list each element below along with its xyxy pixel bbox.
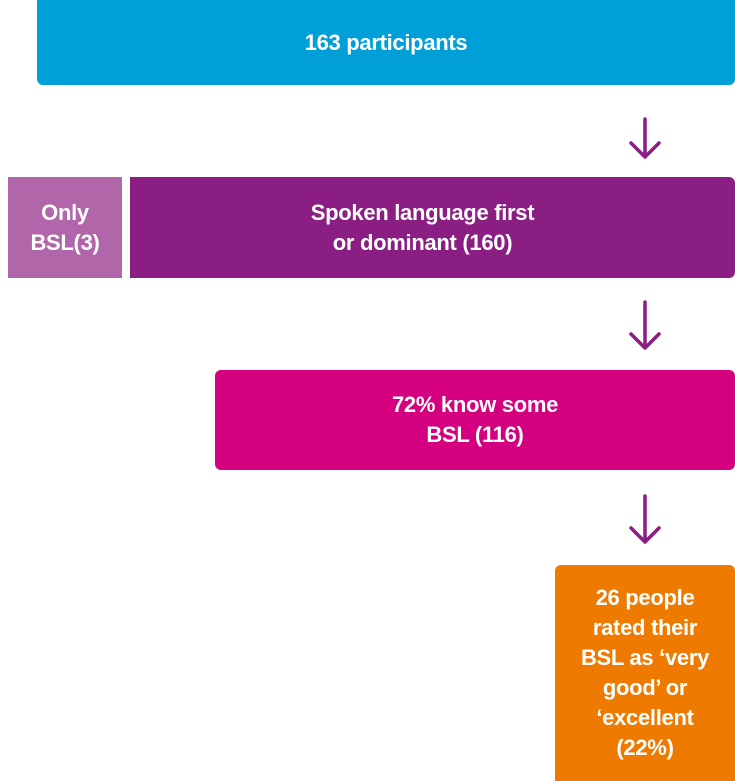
box-text: BSL (116) [426,422,524,447]
box-text: Spoken language first [310,199,535,225]
box-text: BSL(3) [30,229,100,255]
box-text: 72% know some [391,392,559,417]
box-text: Only [41,199,89,225]
rated-bsl-box: 26 people rated their BSL as ‘very good’… [555,565,735,781]
only-bsl-box: Only BSL(3) [8,177,122,278]
box-text: (22%) [616,735,674,760]
know-bsl-box: 72% know some BSL (116) [215,370,735,470]
box-text: ‘excellent [596,705,694,730]
box-text: 163 participants [304,29,468,55]
spoken-language-box: Spoken language first or dominant (160) [130,177,735,278]
arrow [629,117,661,159]
box-text: good’ or [602,675,688,700]
box-text: or dominant (160) [332,229,513,255]
box-text: rated their [592,615,698,640]
arrow [629,300,661,350]
box-text: BSL as ‘very [580,645,710,670]
participants-box: 163 participants [37,0,735,85]
arrow [629,494,661,544]
box-text: 26 people [595,585,695,610]
